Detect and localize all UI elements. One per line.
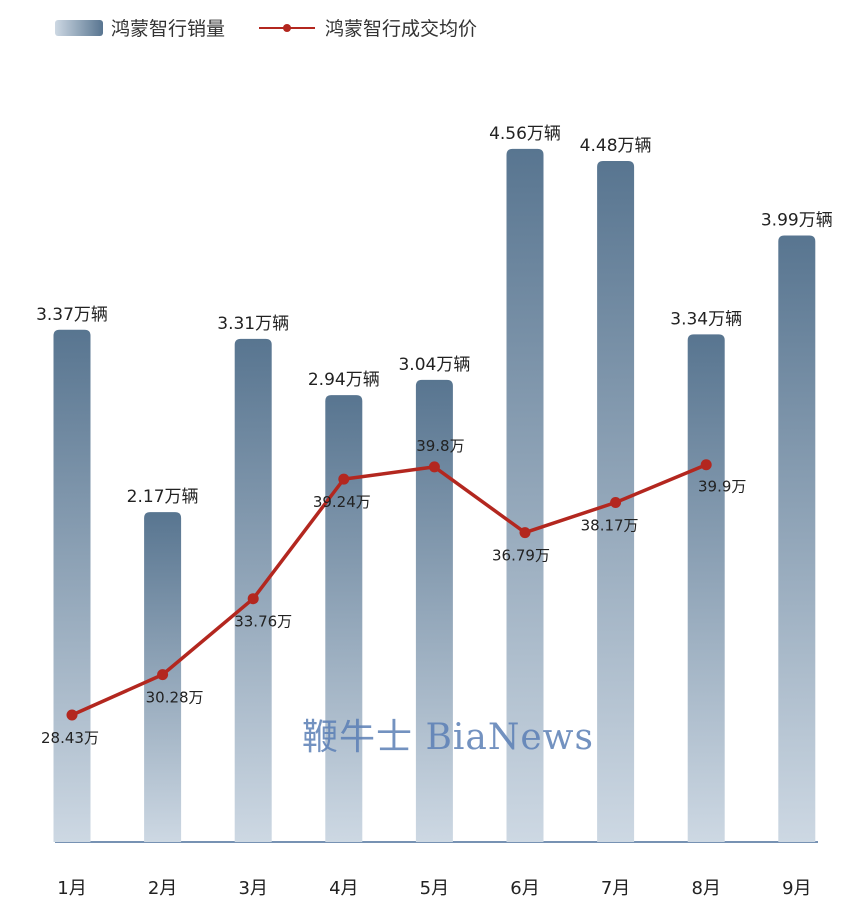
price-line — [71, 463, 707, 717]
bar — [687, 334, 725, 842]
bar-value-label: 4.56万辆 — [489, 124, 561, 144]
watermark-logo: 鞭牛士 BiaNews — [302, 717, 594, 758]
bar — [234, 338, 272, 842]
legend-item-sales: 鸿蒙智行销量 — [55, 14, 225, 41]
x-tick-label: 1月 — [57, 878, 86, 899]
bar-value-label: 2.17万辆 — [127, 487, 199, 507]
bar-value-label: 3.34万辆 — [670, 309, 742, 329]
x-tick-label: 6月 — [510, 878, 539, 899]
bar — [325, 395, 363, 842]
bar — [415, 379, 453, 842]
legend-bar-swatch — [55, 19, 103, 36]
price-point — [66, 709, 78, 721]
legend-label-price: 鸿蒙智行成交均价 — [325, 18, 478, 40]
legend-line-swatch — [259, 20, 316, 36]
price-value-label: 33.76万 — [234, 613, 292, 631]
bar — [506, 148, 544, 842]
price-point — [700, 459, 712, 471]
x-tick-label: 5月 — [420, 878, 449, 899]
price-point — [519, 527, 531, 539]
x-tick-label: 7月 — [601, 878, 630, 899]
price-point — [247, 593, 259, 605]
x-tick-label: 2月 — [148, 878, 177, 899]
price-value-label: 38.17万 — [581, 516, 639, 534]
bar-value-label: 4.48万辆 — [580, 136, 652, 156]
price-point — [428, 461, 440, 473]
legend-label-sales: 鸿蒙智行销量 — [111, 18, 226, 40]
price-value-label: 28.43万 — [41, 729, 99, 747]
x-tick-label: 3月 — [238, 878, 267, 899]
x-tick-label: 9月 — [782, 878, 811, 899]
bar-value-label: 2.94万辆 — [308, 370, 380, 390]
price-value-label: 39.8万 — [416, 437, 464, 455]
price-value-label: 39.9万 — [698, 478, 746, 496]
bar-value-label: 3.31万辆 — [217, 314, 289, 334]
price-value-label: 39.24万 — [313, 493, 371, 511]
bar-value-label: 3.99万辆 — [761, 211, 833, 231]
price-value-label: 30.28万 — [146, 689, 204, 707]
price-point — [157, 669, 169, 681]
price-point — [338, 473, 350, 485]
price-point — [610, 496, 622, 508]
bar — [53, 329, 91, 842]
x-tick-label: 8月 — [691, 878, 720, 899]
price-value-label: 36.79万 — [492, 547, 550, 565]
bar-value-label: 3.04万辆 — [398, 355, 470, 375]
legend: 鸿蒙智行销量 鸿蒙智行成交均价 — [55, 14, 511, 41]
bar-value-label: 3.37万辆 — [36, 305, 108, 325]
x-tick-label: 4月 — [329, 878, 358, 899]
legend-item-price: 鸿蒙智行成交均价 — [259, 14, 477, 41]
bar — [778, 235, 816, 842]
